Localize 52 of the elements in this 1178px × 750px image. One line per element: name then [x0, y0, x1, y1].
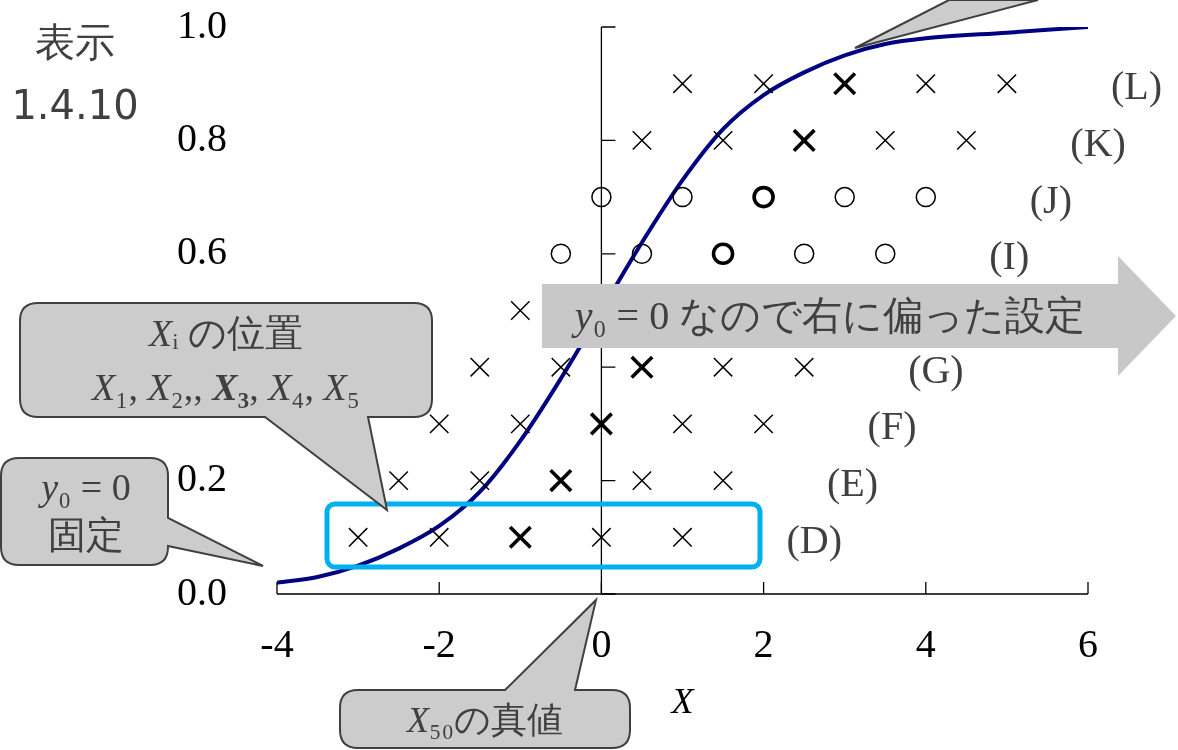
y-tick-label: 1.0 [177, 1, 227, 47]
point [510, 300, 531, 321]
text: (D) [786, 516, 843, 562]
text: (J) [1029, 176, 1073, 222]
point [429, 527, 450, 548]
text: 1.4.10 [11, 81, 139, 129]
x-tick-label: 6 [1078, 620, 1098, 666]
point [915, 73, 936, 94]
text: X₅₀の真値 [406, 698, 564, 742]
point [672, 527, 693, 548]
point [469, 470, 490, 491]
point [429, 413, 450, 434]
point [672, 73, 693, 94]
point [388, 470, 409, 491]
point [875, 130, 896, 151]
text: (G) [908, 346, 964, 392]
point [713, 130, 733, 151]
x-tick-label: 0 [591, 620, 612, 666]
text: (E) [827, 460, 879, 506]
point [632, 470, 652, 491]
x-tick-label: -2 [422, 620, 456, 666]
point [550, 357, 571, 378]
point [510, 413, 531, 434]
y-tick-label: 0.8 [177, 114, 227, 160]
point [713, 470, 733, 491]
point [753, 73, 774, 94]
point [794, 357, 815, 378]
x-axis-title: X [669, 680, 696, 721]
x-tick-label: -4 [260, 620, 294, 666]
point [713, 357, 733, 378]
text: 表示 [35, 18, 115, 66]
point [591, 527, 612, 548]
point [672, 413, 693, 434]
text: (K) [1070, 119, 1126, 165]
point [711, 242, 735, 266]
text: (I) [989, 233, 1030, 279]
y-tick-label: 0.0 [177, 568, 227, 614]
point [956, 130, 977, 151]
x-tick-label: 4 [915, 620, 936, 666]
point [752, 185, 775, 209]
point [632, 130, 652, 151]
point [469, 357, 490, 378]
text: Xᵢ の位置 X₁, X₂,, X₃, X₄, X₅ [91, 312, 361, 408]
y-tick-label: 0.2 [177, 455, 227, 501]
x-tick-label: 2 [753, 620, 774, 666]
text: (L) [1110, 63, 1162, 109]
point [996, 73, 1017, 94]
point [753, 413, 774, 434]
text: (F) [867, 403, 917, 449]
point [348, 527, 369, 548]
y-tick-label: 0.6 [177, 228, 227, 274]
point [915, 186, 937, 208]
